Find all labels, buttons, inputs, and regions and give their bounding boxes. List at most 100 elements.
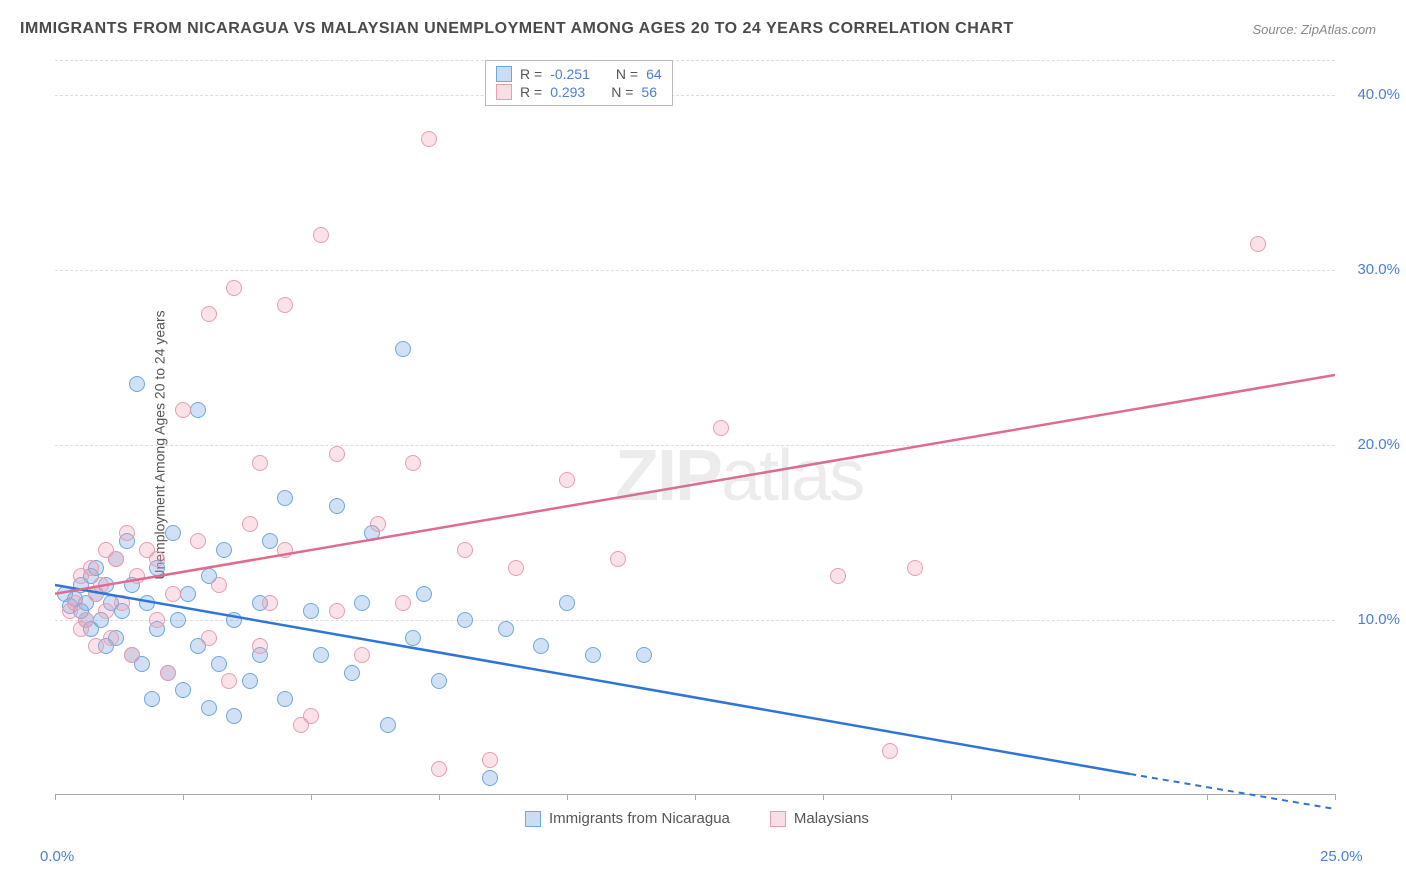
x-tick [1335, 794, 1336, 800]
scatter-dot-blue [636, 647, 652, 663]
legend-stats: R = -0.251 N = 64 R = 0.293 N = 56 [485, 60, 673, 106]
x-tick [439, 794, 440, 800]
scatter-dot-pink [201, 306, 217, 322]
scatter-dot-pink [262, 595, 278, 611]
watermark-light: atlas [721, 436, 863, 516]
scatter-dot-blue [416, 586, 432, 602]
scatter-dot-pink [293, 717, 309, 733]
legend-bottom-swatch-pink [770, 811, 786, 827]
n-value-pink: 56 [641, 84, 657, 100]
legend-item-pink: Malaysians [770, 810, 869, 827]
scatter-dot-pink [1250, 236, 1266, 252]
trend-line-blue-dashed [1130, 774, 1335, 809]
scatter-dot-pink [395, 595, 411, 611]
scatter-dot-pink [329, 446, 345, 462]
scatter-dot-pink [277, 297, 293, 313]
r-label: R = [520, 66, 542, 82]
legend-swatch-pink [496, 84, 512, 100]
x-tick [1079, 794, 1080, 800]
trend-line-blue [55, 585, 1130, 774]
grid-line [55, 95, 1335, 96]
scatter-dot-blue [395, 341, 411, 357]
scatter-dot-pink [103, 630, 119, 646]
legend-row-pink: R = 0.293 N = 56 [496, 83, 662, 101]
scatter-dot-pink [482, 752, 498, 768]
scatter-dot-pink [313, 227, 329, 243]
scatter-dot-pink [713, 420, 729, 436]
scatter-dot-blue [405, 630, 421, 646]
scatter-dot-blue [226, 612, 242, 628]
x-tick [567, 794, 568, 800]
scatter-dot-pink [93, 577, 109, 593]
scatter-dot-pink [114, 595, 130, 611]
scatter-dot-pink [108, 551, 124, 567]
scatter-dot-pink [211, 577, 227, 593]
scatter-dot-blue [329, 498, 345, 514]
n-label: N = [616, 66, 638, 82]
scatter-dot-blue [533, 638, 549, 654]
n-value-blue: 64 [646, 66, 662, 82]
scatter-dot-pink [226, 280, 242, 296]
scatter-dot-pink [201, 630, 217, 646]
y-tick-label: 20.0% [1357, 436, 1400, 453]
scatter-dot-pink [165, 586, 181, 602]
grid-line [55, 445, 1335, 446]
source-attribution: Source: ZipAtlas.com [1252, 22, 1376, 37]
scatter-dot-blue [226, 708, 242, 724]
scatter-dot-blue [482, 770, 498, 786]
scatter-dot-blue [216, 542, 232, 558]
scatter-dot-blue [585, 647, 601, 663]
x-tick-label: 25.0% [1320, 848, 1363, 865]
scatter-dot-pink [190, 533, 206, 549]
scatter-dot-blue [354, 595, 370, 611]
r-value-pink: 0.293 [550, 84, 585, 100]
scatter-dot-blue [431, 673, 447, 689]
legend-item-blue: Immigrants from Nicaragua [525, 810, 730, 827]
scatter-dot-blue [129, 376, 145, 392]
scatter-dot-pink [175, 402, 191, 418]
x-tick [311, 794, 312, 800]
scatter-dot-pink [508, 560, 524, 576]
n-label-2: N = [611, 84, 633, 100]
grid-line [55, 270, 1335, 271]
scatter-dot-blue [277, 490, 293, 506]
scatter-dot-blue [165, 525, 181, 541]
scatter-dot-pink [149, 551, 165, 567]
scatter-dot-pink [98, 603, 114, 619]
scatter-dot-pink [78, 612, 94, 628]
x-tick [183, 794, 184, 800]
legend-bottom-label-blue: Immigrants from Nicaragua [549, 810, 730, 827]
scatter-dot-blue [313, 647, 329, 663]
scatter-dot-pink [354, 647, 370, 663]
scatter-dot-pink [907, 560, 923, 576]
scatter-dot-blue [559, 595, 575, 611]
scatter-dot-pink [421, 131, 437, 147]
scatter-dot-blue [303, 603, 319, 619]
scatter-dot-blue [170, 612, 186, 628]
x-tick [55, 794, 56, 800]
grid-line [55, 620, 1335, 621]
r-label-2: R = [520, 84, 542, 100]
legend-swatch-blue [496, 66, 512, 82]
scatter-dot-pink [370, 516, 386, 532]
scatter-dot-blue [139, 595, 155, 611]
scatter-dot-blue [211, 656, 227, 672]
scatter-dot-pink [457, 542, 473, 558]
scatter-dot-pink [160, 665, 176, 681]
scatter-dot-blue [180, 586, 196, 602]
x-tick [823, 794, 824, 800]
legend-bottom-swatch-blue [525, 811, 541, 827]
scatter-dot-pink [67, 595, 83, 611]
chart-title: IMMIGRANTS FROM NICARAGUA VS MALAYSIAN U… [20, 20, 1014, 38]
scatter-dot-pink [882, 743, 898, 759]
scatter-dot-pink [329, 603, 345, 619]
scatter-dot-blue [262, 533, 278, 549]
legend-row-blue: R = -0.251 N = 64 [496, 65, 662, 83]
watermark: ZIPatlas [615, 435, 863, 517]
scatter-dot-pink [124, 647, 140, 663]
trend-line-pink [55, 375, 1335, 594]
scatter-dot-pink [119, 525, 135, 541]
scatter-dot-pink [252, 638, 268, 654]
watermark-bold: ZIP [615, 436, 721, 516]
x-tick [695, 794, 696, 800]
